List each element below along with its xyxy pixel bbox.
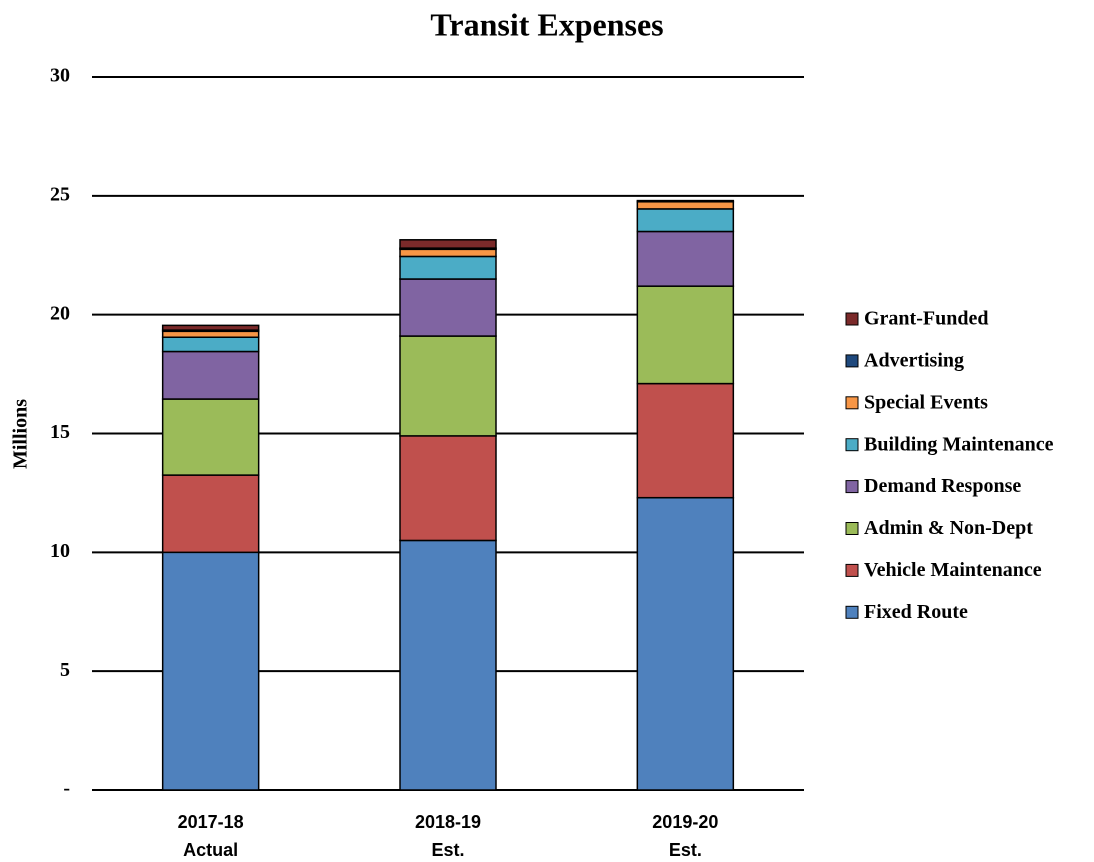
bar-segment — [161, 350, 260, 400]
y-tick-label: 30 — [50, 65, 70, 87]
legend-label: Advertising — [864, 349, 964, 371]
bar-segment — [161, 336, 260, 353]
legend-label: Vehicle Maintenance — [864, 559, 1042, 581]
y-tick-label: 25 — [50, 183, 70, 205]
legend-swatch — [845, 522, 859, 535]
bar-segment — [161, 551, 260, 791]
bar-segment — [636, 201, 735, 210]
y-tick-label: 15 — [50, 421, 70, 443]
x-tick-label: Est. — [669, 840, 702, 860]
legend-swatch — [845, 438, 859, 452]
bar-segment — [161, 398, 260, 476]
legend-swatch — [845, 312, 859, 326]
bar-segment — [161, 330, 260, 338]
y-tick-label: - — [63, 778, 70, 800]
bar-segment — [636, 382, 735, 499]
bar-segment — [636, 230, 735, 287]
y-tick-label: 20 — [50, 302, 70, 324]
legend-swatch — [845, 396, 859, 410]
legend-swatch — [845, 563, 859, 577]
bar-segment — [399, 539, 497, 791]
bar-segment — [636, 285, 735, 385]
bar-segment — [636, 208, 735, 233]
legend-label: Fixed Route — [864, 601, 968, 623]
chart-title: Transit Expenses — [430, 6, 663, 42]
legend-label: Demand Response — [864, 475, 1021, 497]
legend-swatch — [845, 605, 859, 619]
bar-segment — [161, 324, 260, 331]
bar-segment — [399, 278, 497, 337]
y-tick-label: 10 — [50, 540, 70, 562]
bar-segment — [161, 474, 260, 554]
bar-segment — [399, 255, 497, 280]
y-tick-label: 5 — [60, 659, 70, 681]
legend-swatch — [845, 480, 859, 494]
bar-segment — [399, 239, 497, 249]
legend-label: Building Maintenance — [864, 433, 1054, 455]
legend-swatch — [845, 354, 859, 368]
y-axis-label: Millions — [10, 399, 32, 469]
legend-label: Grant-Funded — [864, 308, 988, 330]
legend-label: Admin & Non-Dept — [864, 517, 1033, 539]
x-tick-label: 2017-18 — [178, 812, 244, 832]
bar-segment — [636, 199, 735, 203]
legend-label: Special Events — [864, 391, 988, 413]
bar-segment — [399, 435, 497, 542]
x-tick-label: Est. — [431, 840, 464, 860]
x-tick-label: Actual — [183, 840, 238, 860]
bar-segment — [399, 335, 497, 437]
bar-segment — [399, 248, 497, 258]
bar-segment — [636, 496, 735, 791]
x-tick-label: 2019-20 — [652, 812, 718, 832]
x-tick-label: 2018-19 — [415, 812, 481, 832]
